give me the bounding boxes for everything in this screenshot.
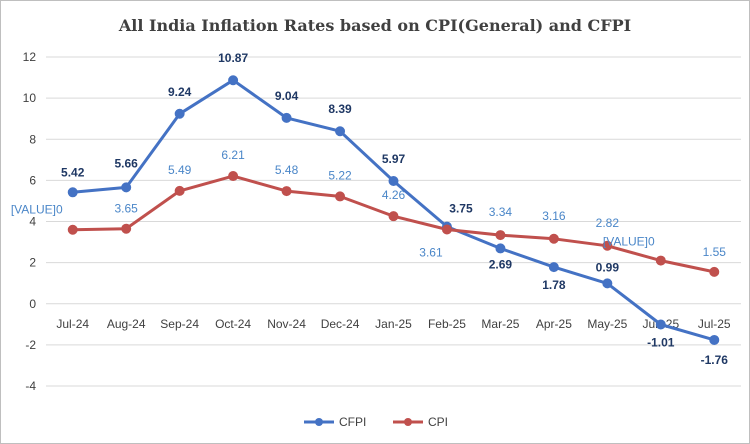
x-tick-label: Mar-25 (481, 317, 519, 331)
series-line-cfpi (72, 78, 715, 342)
y-tick-label: 0 (29, 297, 36, 311)
data-point-cpi (602, 240, 613, 251)
y-tick-label: 12 (23, 50, 37, 64)
data-label-cfpi: -1.76 (701, 353, 729, 367)
data-point-cfpi (174, 108, 185, 119)
data-label-cfpi: 1.78 (542, 278, 566, 292)
y-tick-label: -4 (25, 379, 36, 393)
gridlines (46, 56, 741, 387)
data-label-cpi: [VALUE]0 (11, 203, 63, 217)
x-tick-label: Jul-24 (56, 317, 89, 331)
data-point-cfpi (709, 334, 720, 345)
legend: CFPI CPI (304, 415, 448, 429)
data-label-cpi: 1.55 (703, 245, 727, 259)
data-label-cpi: 5.48 (275, 163, 299, 177)
data-label-cpi: 3.61 (419, 246, 443, 260)
x-tick-label: Aug-24 (107, 317, 146, 331)
data-point-cfpi (281, 112, 292, 123)
data-point-cpi (388, 211, 399, 222)
x-tick-label: Feb-25 (428, 317, 466, 331)
x-tick-label: Apr-25 (536, 317, 572, 331)
data-label-cfpi: -1.01 (647, 336, 675, 350)
x-axis-ticks: Jul-24 Aug-24 Sep-24 Oct-24 Nov-24 Dec-24 Jan-… (56, 317, 731, 331)
data-label-cfpi: 9.24 (168, 85, 192, 99)
x-tick-label: Jan-25 (375, 317, 412, 331)
data-point-cpi (121, 223, 132, 234)
data-labels: 5.42 5.66 9.24 10.87 9.04 8.39 5.97 3.75 2.69 1.7… (11, 51, 728, 367)
data-point-cpi (228, 171, 239, 182)
data-label-cfpi: 5.97 (382, 152, 406, 166)
data-point-cfpi (495, 243, 506, 254)
data-label-cfpi: 9.04 (275, 89, 299, 103)
data-point-cpi (495, 230, 506, 241)
x-tick-label: Dec-24 (321, 317, 360, 331)
data-label-cfpi: 8.39 (328, 102, 352, 116)
data-point-cpi (281, 186, 292, 197)
y-axis-ticks: -4 -2 0 2 4 6 8 10 12 (23, 50, 37, 393)
y-tick-label: 2 (29, 256, 36, 270)
y-tick-label: 8 (29, 132, 36, 146)
x-tick-label: May-25 (587, 317, 627, 331)
y-tick-label: 6 (29, 173, 36, 187)
data-label-cpi: 5.22 (328, 168, 352, 182)
legend-marker-cfpi (315, 418, 323, 426)
data-point-cpi (655, 255, 666, 266)
data-label-cpi: 4.26 (382, 188, 406, 202)
x-tick-label: Oct-24 (215, 317, 251, 331)
legend-label-cpi: CPI (428, 415, 448, 429)
data-label-cfpi: 0.99 (596, 260, 620, 274)
data-point-cfpi (121, 182, 132, 193)
data-label-cpi: 3.16 (542, 209, 566, 223)
chart-title: All India Inflation Rates based on CPI(G… (118, 16, 631, 35)
data-point-cfpi (67, 187, 78, 198)
data-label-cpi: 2.82 (596, 216, 620, 230)
data-label-cfpi: 10.87 (218, 51, 248, 65)
data-label-cpi: [VALUE]0 (603, 235, 655, 249)
data-point-cfpi (335, 126, 346, 137)
data-point-cpi (441, 224, 452, 235)
x-tick-label: Sep-24 (160, 317, 199, 331)
y-tick-label: 4 (29, 215, 36, 229)
x-tick-label: Jul-25 (698, 317, 731, 331)
data-label-cfpi: 3.75 (449, 202, 473, 216)
data-point-cpi (335, 191, 346, 202)
data-point-cpi (709, 266, 720, 277)
data-label-cpi: 6.21 (221, 148, 245, 162)
data-point-cpi (174, 185, 185, 196)
data-label-cfpi: 5.42 (61, 165, 85, 179)
data-label-cpi: 3.34 (489, 205, 513, 219)
legend-marker-cpi (404, 418, 412, 426)
data-label-cfpi: 5.66 (115, 156, 139, 170)
data-point-cfpi (228, 75, 239, 86)
data-point-cpi (548, 233, 559, 244)
data-point-cfpi (548, 262, 559, 273)
x-tick-label: Nov-24 (267, 317, 306, 331)
data-label-cpi: 3.65 (115, 202, 139, 216)
data-label-cpi: 5.49 (168, 163, 192, 177)
y-tick-label: 10 (23, 91, 37, 105)
y-tick-label: -2 (25, 338, 36, 352)
data-point-cfpi (388, 175, 399, 186)
data-point-cpi (67, 224, 78, 235)
data-label-cfpi: 2.69 (489, 257, 513, 271)
data-point-cfpi (602, 278, 613, 289)
data-point-cfpi (655, 319, 666, 330)
series (67, 75, 720, 345)
legend-label-cfpi: CFPI (339, 415, 366, 429)
